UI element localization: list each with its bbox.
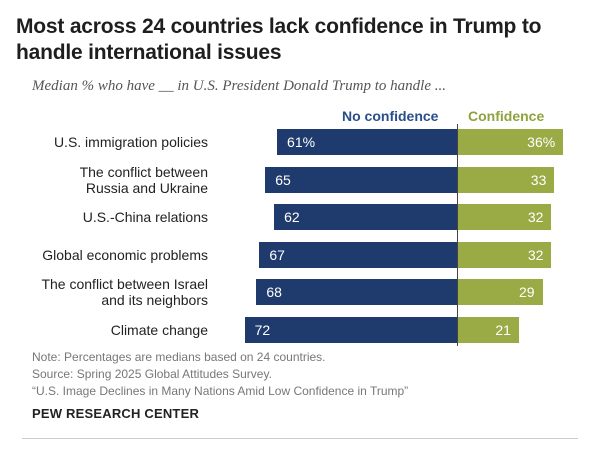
category-label-line: The conflict between Israel: [41, 276, 208, 292]
category-label: The conflict between Russia and Ukraine: [80, 164, 208, 196]
value-label-no-confidence: 65: [275, 172, 291, 188]
category-label: Climate change: [111, 322, 208, 338]
center-axis-line: [457, 124, 458, 346]
legend-no-confidence: No confidence: [342, 108, 439, 124]
bar-no-confidence: [256, 279, 457, 305]
report-title-text: “U.S. Image Declines in Many Nations Ami…: [32, 384, 409, 398]
category-label-line: Global economic problems: [42, 247, 208, 263]
value-label-no-confidence: 67: [269, 247, 285, 263]
value-label-no-confidence: 61%: [287, 134, 316, 150]
category-label-line: Climate change: [110, 322, 208, 338]
pew-research-center-logo: PEW RESEARCH CENTER: [32, 406, 200, 421]
bar-confidence: [457, 279, 543, 305]
bottom-divider: [22, 438, 578, 439]
bar-confidence: [457, 204, 552, 230]
value-label-no-confidence: 62: [284, 209, 300, 225]
category-label-line: U.S. immigration policies: [53, 134, 208, 150]
value-label-confidence: 32: [527, 247, 544, 263]
value-label-confidence: 33: [530, 172, 547, 188]
category-label: U.S. immigration policies: [54, 134, 208, 150]
bar-no-confidence: [277, 129, 457, 155]
category-label-line: Russia and Ukraine: [85, 180, 208, 196]
value-label-no-confidence: 72: [254, 322, 271, 338]
source-text: Source: Spring 2025 Global Attitudes Sur…: [32, 367, 272, 381]
chart-subtitle: Median % who have __ in U.S. President D…: [32, 78, 446, 94]
value-label-confidence: 21: [495, 322, 511, 338]
value-label-confidence: 29: [518, 284, 535, 300]
category-label: U.S.-China relations: [83, 209, 208, 225]
category-label: Global economic problems: [42, 247, 208, 263]
bar-no-confidence: [274, 204, 457, 230]
bar-confidence: [457, 129, 564, 155]
category-label: The conflict between Israel and its neigh…: [41, 276, 208, 308]
legend-confidence: Confidence: [468, 108, 545, 124]
bar-no-confidence: [259, 242, 457, 268]
bar-confidence: [457, 167, 555, 193]
bar-no-confidence: [265, 167, 457, 193]
category-label-line: U.S.-China relations: [82, 209, 208, 225]
category-label-line: and its neighbors: [101, 292, 208, 308]
bar-no-confidence: [244, 317, 457, 343]
category-label-line: The conflict between: [79, 164, 208, 180]
note-text: Note: Percentages are medians based on 2…: [32, 350, 326, 364]
bar-confidence: [457, 242, 552, 268]
bar-confidence: [457, 317, 519, 343]
chart-title: Most across 24 countries lack confidence…: [16, 15, 542, 64]
value-label-confidence: 32: [527, 209, 544, 225]
value-label-no-confidence: 68: [266, 284, 282, 300]
value-label-confidence: 36%: [527, 134, 556, 150]
